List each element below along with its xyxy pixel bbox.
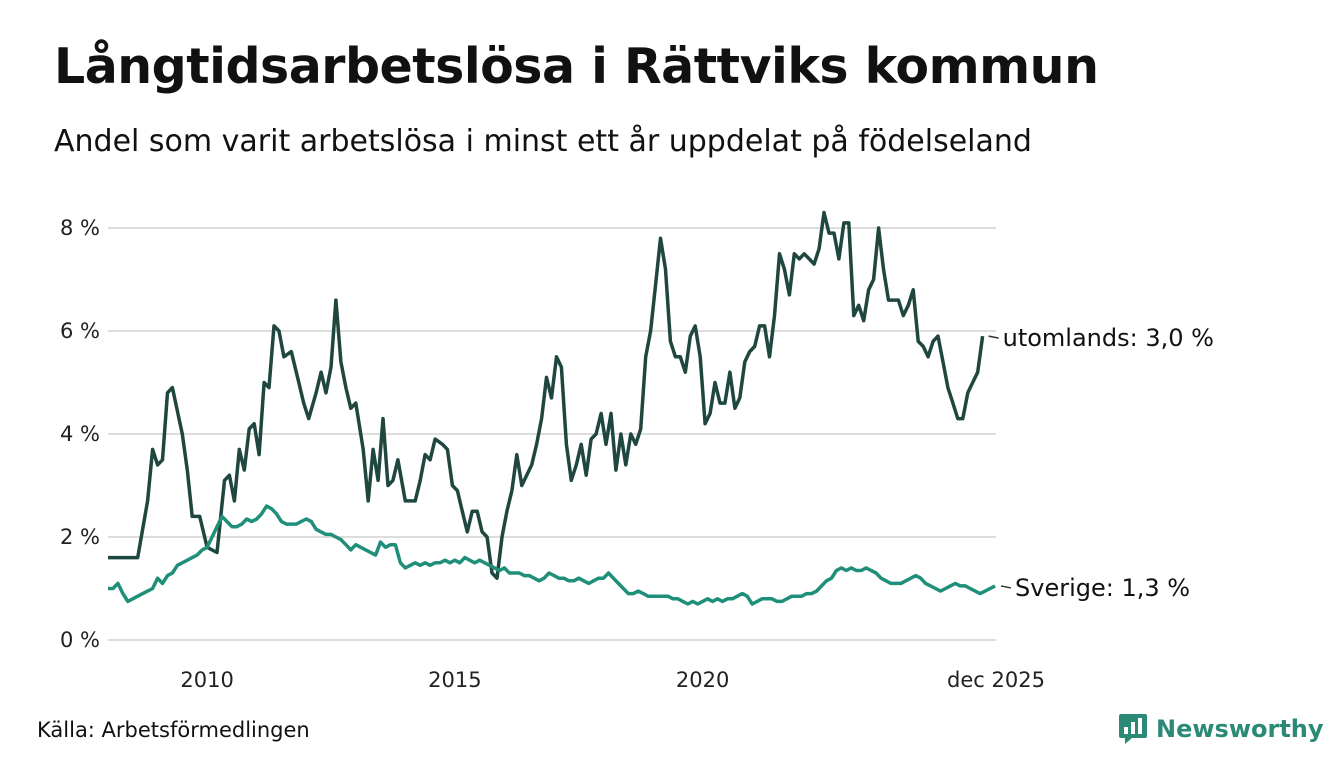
x-tick-label-1: 2015 bbox=[428, 668, 481, 692]
y-tick-label-1: 2 % bbox=[60, 525, 100, 549]
end-label-connector-sverige bbox=[1000, 585, 1012, 589]
x-tick-label-3: dec 2025 bbox=[947, 668, 1045, 692]
end-label-sverige: Sverige: 1,3 % bbox=[1015, 574, 1190, 602]
y-tick-label-4: 8 % bbox=[60, 216, 100, 240]
source-note: Källa: Arbetsförmedlingen bbox=[37, 718, 310, 742]
end-label-connector-utomlands bbox=[988, 335, 999, 339]
brand-logo: Newsworthy bbox=[1118, 712, 1324, 746]
x-axis-ticks: 2010 2015 2020 dec 2025 bbox=[180, 668, 1045, 692]
series-end-labels: utomlands: 3,0 % Sverige: 1,3 % bbox=[988, 324, 1214, 602]
series-lines bbox=[108, 210, 996, 606]
brand-name: Newsworthy bbox=[1156, 715, 1324, 743]
y-tick-label-2: 4 % bbox=[60, 422, 100, 446]
y-tick-label-3: 6 % bbox=[60, 319, 100, 343]
x-tick-label-0: 2010 bbox=[180, 668, 233, 692]
newsworthy-logo-icon bbox=[1119, 714, 1147, 744]
end-label-utomlands: utomlands: 3,0 % bbox=[1003, 324, 1214, 352]
gridlines bbox=[108, 227, 996, 641]
y-tick-label-0: 0 % bbox=[60, 628, 100, 652]
series-line-sverige bbox=[108, 504, 996, 606]
chart-subtitle: Andel som varit arbetslösa i minst ett å… bbox=[54, 124, 1032, 159]
series-line-utomlands bbox=[108, 210, 985, 580]
y-axis-ticks: 0 % 2 % 4 % 6 % 8 % bbox=[60, 216, 100, 652]
chart-title: Långtidsarbetslösa i Rättviks kommun bbox=[54, 38, 1099, 95]
x-tick-label-2: 2020 bbox=[676, 668, 729, 692]
